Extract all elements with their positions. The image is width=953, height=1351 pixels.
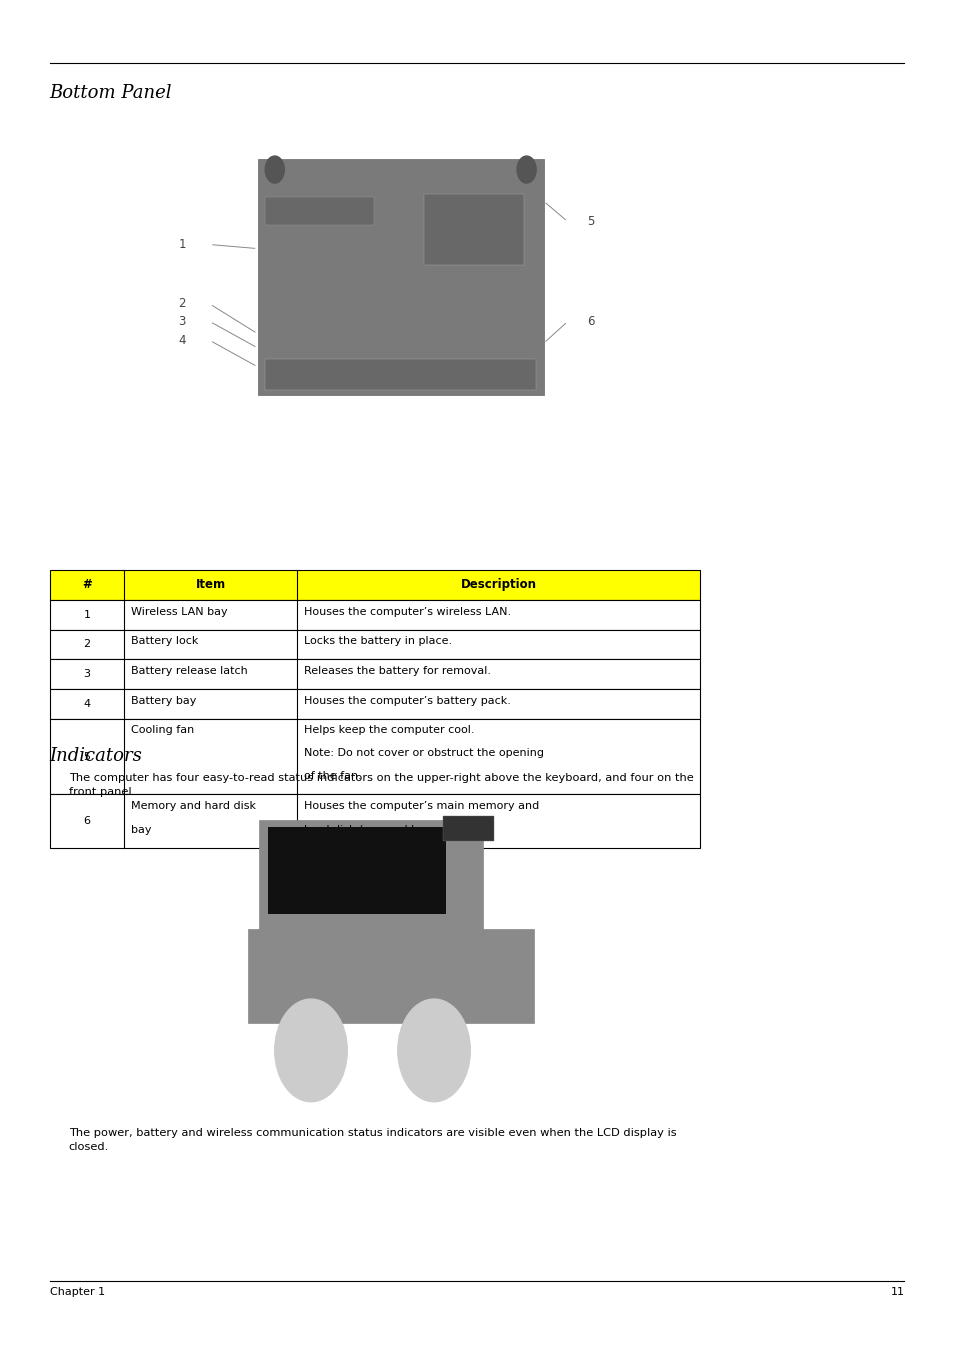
Text: 4: 4 — [83, 698, 91, 709]
Text: 5: 5 — [586, 215, 594, 228]
Bar — [50, 570, 700, 600]
Bar — [50, 689, 700, 719]
Bar — [265, 359, 536, 390]
Bar — [50, 630, 700, 659]
Text: 4: 4 — [178, 334, 186, 347]
Bar — [442, 816, 494, 842]
Text: Houses the computer’s battery pack.: Houses the computer’s battery pack. — [303, 696, 510, 705]
Text: Houses the computer’s wireless LAN.: Houses the computer’s wireless LAN. — [303, 607, 510, 616]
Text: Indicators: Indicators — [50, 747, 142, 765]
Text: 11: 11 — [889, 1288, 903, 1297]
Bar — [257, 158, 543, 396]
Text: Memory and hard disk: Memory and hard disk — [131, 801, 255, 811]
Text: Wireless LAN bay: Wireless LAN bay — [131, 607, 228, 616]
Text: 2: 2 — [178, 297, 186, 311]
Text: 6: 6 — [586, 315, 594, 328]
Text: The computer has four easy-to-read status indicators on the upper-right above th: The computer has four easy-to-read statu… — [69, 773, 693, 797]
Text: 1: 1 — [178, 238, 186, 251]
Text: Battery lock: Battery lock — [131, 636, 198, 646]
Text: 6: 6 — [84, 816, 91, 827]
Circle shape — [517, 155, 536, 182]
Bar — [259, 820, 482, 935]
Bar — [265, 196, 374, 224]
Text: Item: Item — [195, 578, 226, 592]
Text: 5: 5 — [84, 751, 91, 762]
Text: Bottom Panel: Bottom Panel — [50, 84, 172, 101]
Bar — [423, 195, 523, 265]
Bar — [50, 719, 700, 794]
Bar — [50, 659, 700, 689]
Bar — [50, 794, 700, 848]
Text: 2: 2 — [83, 639, 91, 650]
Text: Note: Do not cover or obstruct the opening: Note: Do not cover or obstruct the openi… — [303, 748, 543, 758]
Bar — [50, 600, 700, 630]
Circle shape — [265, 155, 284, 182]
Circle shape — [397, 1000, 470, 1102]
Text: of the fan.: of the fan. — [303, 771, 361, 781]
Text: Houses the computer’s main memory and: Houses the computer’s main memory and — [303, 801, 538, 811]
Text: #: # — [82, 578, 91, 592]
Text: 1: 1 — [84, 609, 91, 620]
Text: Helps keep the computer cool.: Helps keep the computer cool. — [303, 725, 474, 735]
Text: Battery bay: Battery bay — [131, 696, 196, 705]
Bar — [268, 827, 445, 915]
Text: Battery release latch: Battery release latch — [131, 666, 248, 676]
Text: Cooling fan: Cooling fan — [131, 725, 194, 735]
Text: Chapter 1: Chapter 1 — [50, 1288, 105, 1297]
Circle shape — [274, 1000, 347, 1102]
Text: Locks the battery in place.: Locks the battery in place. — [303, 636, 451, 646]
Text: 3: 3 — [84, 669, 91, 680]
Text: The power, battery and wireless communication status indicators are visible even: The power, battery and wireless communic… — [69, 1128, 676, 1152]
Text: 3: 3 — [178, 315, 186, 328]
Text: hard disk (secured by a screw).: hard disk (secured by a screw). — [303, 824, 477, 835]
Text: Description: Description — [460, 578, 536, 592]
Text: bay: bay — [131, 824, 152, 835]
Text: Releases the battery for removal.: Releases the battery for removal. — [303, 666, 490, 676]
Bar — [248, 929, 534, 1024]
